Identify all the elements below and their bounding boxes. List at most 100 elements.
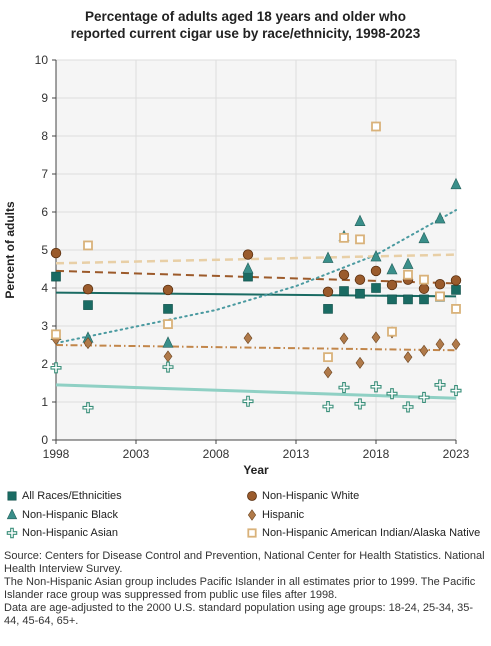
data-point bbox=[51, 271, 61, 282]
y-tick-label: 8 bbox=[41, 129, 48, 143]
trend-line-4 bbox=[55, 383, 457, 400]
age-adjustment-note: Data are age-adjusted to the 2000 U.S. s… bbox=[4, 602, 474, 627]
series-1 bbox=[50, 247, 462, 298]
data-point bbox=[370, 265, 382, 277]
trend-line-1 bbox=[55, 269, 457, 285]
data-point bbox=[242, 395, 254, 407]
data-point bbox=[387, 294, 397, 305]
data-point bbox=[355, 288, 365, 299]
data-point bbox=[163, 304, 173, 314]
chart-title-line-1: Percentage of adults aged 18 years and o… bbox=[84, 9, 407, 24]
data-point bbox=[371, 331, 381, 344]
data-point bbox=[386, 279, 398, 291]
data-point bbox=[371, 121, 381, 132]
data-point bbox=[402, 257, 414, 269]
chart-title-line-2: reported current cigar use by race/ethni… bbox=[70, 26, 421, 41]
y-tick-label: 5 bbox=[41, 243, 48, 257]
x-tick-label: 2008 bbox=[203, 447, 230, 461]
series-2 bbox=[50, 177, 462, 348]
legend-marker bbox=[6, 527, 18, 539]
data-point bbox=[51, 329, 61, 340]
x-axis-label: Year bbox=[243, 463, 269, 477]
data-point bbox=[370, 381, 382, 393]
data-point bbox=[434, 279, 446, 290]
data-point bbox=[323, 366, 333, 379]
data-point bbox=[83, 300, 93, 310]
data-point bbox=[338, 382, 350, 394]
data-point bbox=[162, 284, 174, 296]
data-point bbox=[403, 294, 413, 305]
data-point bbox=[419, 274, 429, 285]
y-tick-label: 0 bbox=[41, 433, 48, 447]
x-tick-label: 2003 bbox=[123, 447, 150, 461]
data-point bbox=[371, 283, 381, 293]
data-point bbox=[355, 356, 365, 369]
data-point bbox=[50, 362, 62, 374]
asian-group-note: The Non-Hispanic Asian group includes Pa… bbox=[4, 576, 476, 601]
series-4 bbox=[50, 361, 462, 414]
data-point bbox=[322, 286, 334, 298]
data-point bbox=[451, 285, 461, 295]
chart-notes: Source: Centers for Disease Control and … bbox=[4, 550, 488, 628]
data-point bbox=[339, 232, 349, 243]
data-point bbox=[451, 338, 461, 351]
data-point bbox=[243, 332, 253, 345]
trend-line-2 bbox=[55, 209, 457, 345]
y-tick-label: 9 bbox=[41, 91, 48, 105]
y-tick-label: 2 bbox=[41, 357, 48, 371]
data-point bbox=[403, 351, 413, 364]
x-tick-label: 2018 bbox=[363, 447, 390, 461]
data-point bbox=[338, 269, 350, 280]
legend-marker-shape bbox=[6, 509, 18, 520]
legend-marker bbox=[247, 528, 257, 538]
y-axis-label: Percent of adults bbox=[3, 201, 17, 299]
legend-label: Non-Hispanic American Indian/Alaska Nati… bbox=[262, 527, 481, 539]
data-point bbox=[323, 304, 333, 314]
data-point bbox=[451, 303, 461, 314]
data-point bbox=[162, 361, 174, 373]
data-point bbox=[418, 391, 430, 403]
x-tick-label: 2023 bbox=[443, 447, 470, 461]
data-point bbox=[386, 262, 398, 275]
legend-label: Non-Hispanic White bbox=[262, 490, 360, 502]
data-point bbox=[418, 231, 430, 244]
data-point bbox=[83, 240, 93, 251]
data-point bbox=[419, 344, 429, 357]
data-point bbox=[323, 352, 333, 363]
legend-marker-shape bbox=[247, 491, 257, 501]
y-tick-label: 3 bbox=[41, 319, 48, 333]
legend-marker bbox=[247, 509, 257, 521]
data-point bbox=[434, 379, 446, 391]
data-point bbox=[386, 388, 398, 400]
y-tick-label: 10 bbox=[35, 53, 49, 67]
chart-title: Percentage of adults aged 18 years and o… bbox=[0, 8, 491, 42]
data-point bbox=[339, 286, 349, 296]
legend-marker-shape bbox=[247, 509, 257, 521]
legend-marker bbox=[247, 491, 257, 501]
legend-marker bbox=[6, 509, 18, 520]
data-point bbox=[163, 319, 173, 330]
legend-marker-shape bbox=[7, 491, 17, 501]
y-tick-label: 1 bbox=[41, 395, 48, 409]
legend-marker-shape bbox=[247, 528, 257, 538]
legend-marker bbox=[7, 491, 17, 501]
y-tick-label: 4 bbox=[41, 281, 48, 295]
series-5 bbox=[51, 121, 461, 363]
data-point bbox=[354, 274, 366, 285]
data-point bbox=[322, 251, 334, 263]
legend-label: Non-Hispanic Black bbox=[22, 509, 118, 521]
legend-label: All Races/Ethnicities bbox=[22, 490, 122, 502]
data-point bbox=[435, 291, 445, 302]
trend-line-5 bbox=[55, 253, 457, 265]
data-point bbox=[242, 249, 254, 260]
data-point bbox=[354, 398, 366, 410]
data-point bbox=[418, 283, 430, 294]
data-point bbox=[322, 401, 334, 413]
data-point bbox=[435, 338, 445, 351]
data-point bbox=[402, 401, 414, 413]
chart-plot: 0 1 2 3 4 5 6 7 8 9 10 1998 2003 2008 2013 2018 2023 Year… bbox=[3, 53, 470, 477]
legend-label: Non-Hispanic Asian bbox=[22, 527, 118, 539]
data-point bbox=[370, 249, 382, 262]
data-point bbox=[162, 336, 174, 348]
data-point bbox=[354, 214, 366, 226]
